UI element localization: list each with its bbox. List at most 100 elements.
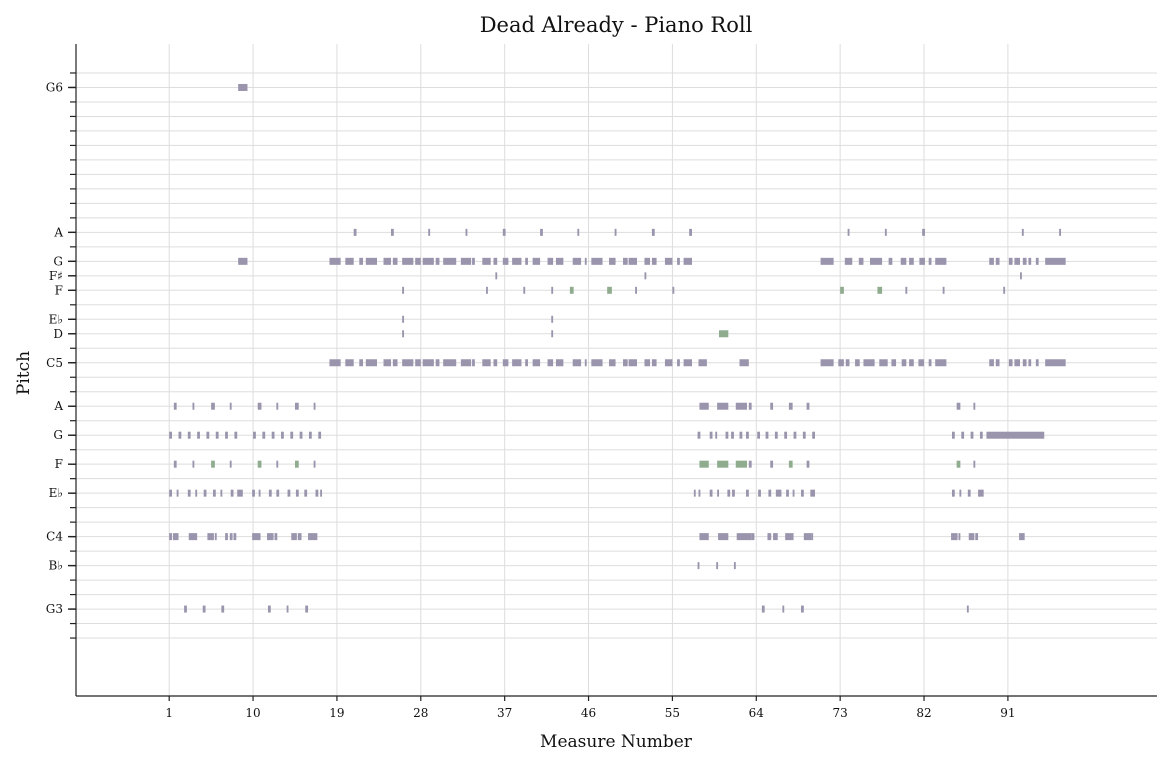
x-axis-label: Measure Number (540, 732, 693, 752)
x-tick-label: 28 (413, 706, 428, 720)
note-bar (844, 257, 853, 265)
note-bar (591, 359, 603, 367)
note-bar (623, 359, 628, 367)
note-bar (746, 489, 749, 497)
note-bar (547, 359, 554, 367)
note-bar (922, 228, 925, 236)
note-bar (555, 257, 564, 265)
note-bar (257, 402, 262, 410)
note-bar (493, 359, 498, 367)
note-bar (178, 431, 182, 439)
notes-layer (169, 83, 1066, 613)
note-bar (793, 431, 797, 439)
y-axis-label: Pitch (14, 351, 34, 395)
note-bar (359, 359, 364, 367)
note-bar (572, 359, 582, 367)
note-bar (214, 533, 217, 541)
note-bar (383, 359, 391, 367)
note-bar (415, 359, 421, 367)
note-bar (717, 460, 729, 468)
note-bar (281, 431, 284, 439)
note-bar (891, 359, 897, 367)
note-bar (820, 257, 834, 265)
note-bar (225, 533, 228, 541)
note-bar (810, 489, 815, 497)
note-bar (978, 489, 984, 497)
note-bar (313, 460, 316, 468)
note-bar (460, 257, 472, 265)
x-tick-label: 55 (665, 706, 680, 720)
note-bar (472, 359, 475, 367)
note-bar (192, 460, 195, 468)
note-bar (1021, 228, 1024, 236)
note-bar (1045, 257, 1055, 265)
note-bar (1020, 272, 1022, 280)
note-bar (979, 431, 983, 439)
note-bar (739, 431, 743, 439)
gridlines (76, 44, 1157, 696)
note-bar (725, 431, 729, 439)
note-bar (229, 460, 232, 468)
note-bar (801, 605, 804, 613)
note-bar (318, 431, 322, 439)
note-bar (392, 359, 398, 367)
y-tick-label: C4 (46, 530, 63, 544)
x-ticks: 1 10 19 28 37 46 55 64 73 82 91 (165, 696, 1016, 720)
note-bar (1014, 359, 1021, 367)
note-bar (329, 359, 341, 367)
note-bar (986, 431, 1045, 439)
note-bar (308, 431, 312, 439)
note-bar (353, 228, 357, 236)
note-bar (956, 460, 961, 468)
note-bar (609, 359, 616, 367)
note-bar (735, 402, 747, 410)
note-bar (297, 533, 302, 541)
note-bar (786, 489, 789, 497)
y-tick-label: A (53, 225, 63, 239)
note-bar (551, 315, 554, 323)
x-tick-label: 46 (581, 706, 596, 720)
note-bar (970, 431, 974, 439)
note-bar (294, 402, 299, 410)
note-bar (532, 257, 541, 265)
y-tick-label: E♭ (49, 312, 63, 326)
note-bar (229, 533, 233, 541)
note-bar (901, 359, 907, 367)
note-bar (879, 359, 888, 367)
note-bar (788, 402, 793, 410)
note-bar (961, 431, 965, 439)
note-bar (402, 315, 405, 323)
note-bar (197, 431, 200, 439)
note-bar (428, 228, 431, 236)
note-bar (233, 533, 237, 541)
note-bar (698, 359, 707, 367)
note-bar (390, 228, 394, 236)
note-bar (717, 489, 720, 497)
note-bar (770, 402, 774, 410)
note-bar (989, 257, 994, 265)
note-bar (942, 286, 945, 294)
note-bar (975, 533, 979, 541)
note-bar (295, 489, 299, 497)
note-bar (304, 489, 308, 497)
note-bar (290, 431, 294, 439)
note-bar (951, 533, 958, 541)
note-bar (858, 257, 864, 265)
note-bar (761, 605, 765, 613)
note-bar (919, 257, 925, 265)
note-bar (651, 257, 657, 265)
note-bar (523, 286, 526, 294)
note-bar (855, 359, 860, 367)
note-bar (187, 489, 191, 497)
note-bar (959, 489, 962, 497)
note-bar (782, 605, 785, 613)
note-bar (614, 228, 617, 236)
note-bar (869, 257, 883, 265)
note-bar (365, 257, 378, 265)
x-tick-label: 10 (245, 706, 260, 720)
note-bar (731, 431, 734, 439)
note-bar (276, 489, 280, 497)
note-bar (169, 489, 172, 497)
note-bar (176, 489, 179, 497)
note-bar (584, 257, 587, 265)
